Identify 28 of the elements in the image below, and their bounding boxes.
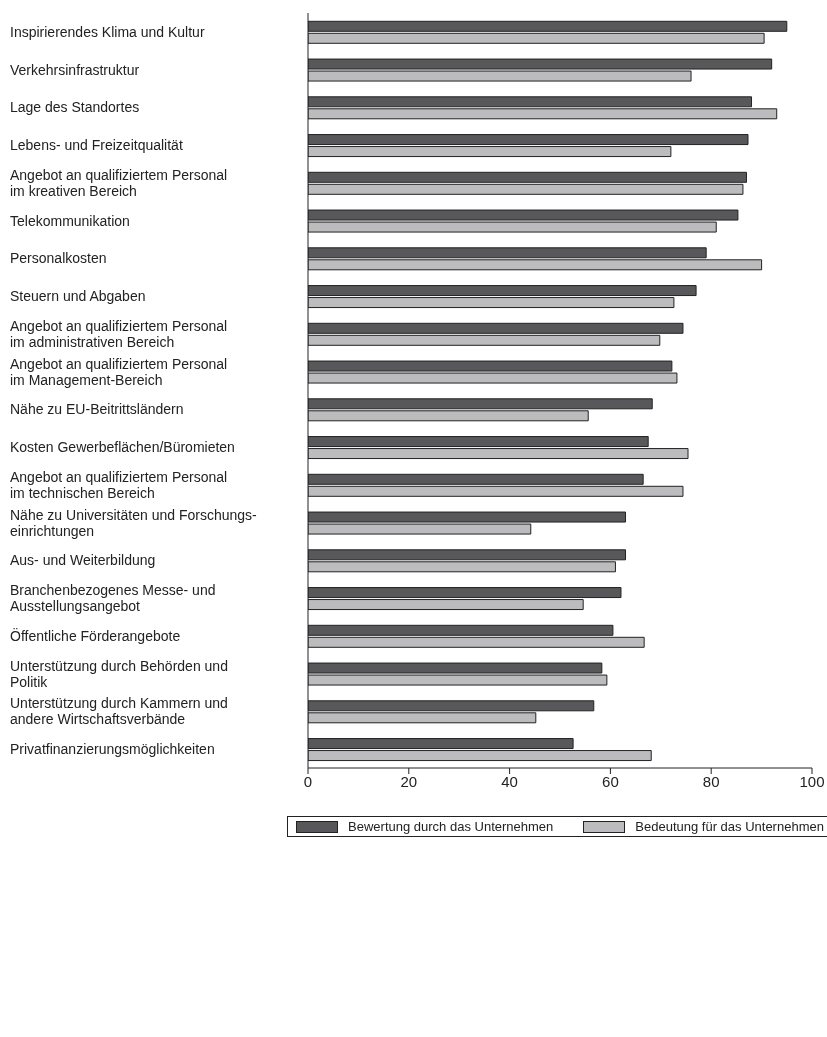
y-tick-label: Unterstützung durch Kammern und andere Wirtschaftsverbände [10,695,228,728]
legend-label: Bewertung durch das Unternehmen [348,819,554,834]
y-tick-label: Öffentliche Förderangebote [10,626,181,644]
y-tick-label: Aus- und Weiterbildung [10,552,156,569]
x-tick-label: 0 [303,772,313,790]
x-tick-label: 40 [501,772,518,790]
x-tick-label: 100 [799,772,825,790]
y-tick-label: Angebot an qualifiziertem Personal im kreativen Bereich [10,166,228,199]
y-tick-label: Lebens- und Freizeitqualität [10,137,183,154]
y-tick-label: Nähe zu Universitäten und Forschungs- einrichtungen [10,506,258,539]
legend-label: Bedeutung für das Unternehmen [635,819,824,834]
y-tick-label: Steuern und Abgaben [10,288,146,305]
y-tick-label: Angebot an qualifiziertem Personal im technischen Bereich [10,468,228,501]
y-tick-label: Personalkosten [10,250,107,267]
y-tick-label: Branchenbezogenes Messe- und Ausstellungsangebot [10,582,216,615]
y-tick-label: Inspirierendes Klima und Kultur [10,23,205,40]
y-tick-label: Angebot an qualifiziertem Personal im Management-Bereich [10,355,228,388]
y-tick-label: Lage des Standortes [10,99,140,116]
x-tick-label: 20 [400,772,418,790]
y-tick-label: Kosten Gewerbeflächen/Büromieten [10,439,235,456]
x-tick-label: 60 [602,772,619,790]
y-tick-label: Unterstützung durch Behörden und Politik [10,657,228,690]
y-tick-label: Telekommunikation [10,212,130,229]
y-tick-label: Nähe zu EU-Beitrittsländern [10,401,184,418]
y-tick-label: Angebot an qualifiziertem Personal im administrativen Bereich [10,317,228,350]
y-tick-label: Verkehrsinfrastruktur [10,61,140,78]
y-tick-label: Privatfinanzierungsmöglichkeiten [10,741,215,758]
x-tick-label: 80 [702,772,720,790]
